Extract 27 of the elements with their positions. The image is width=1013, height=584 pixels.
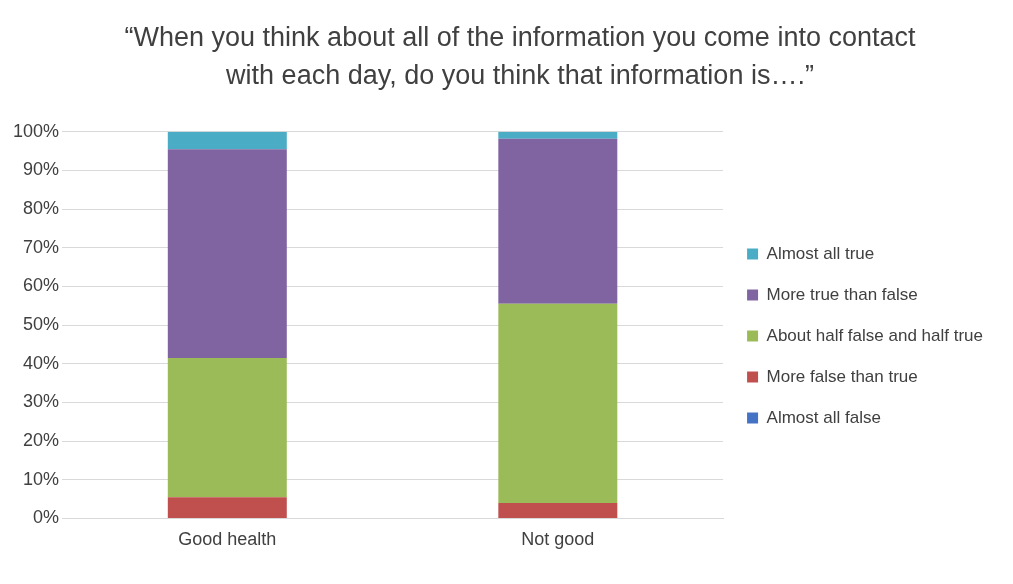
bar (498, 303, 618, 503)
y-tick-label: 80% (23, 198, 60, 219)
y-tick-label: 30% (23, 391, 60, 412)
x-tick-label: Good health (178, 529, 277, 550)
bar (167, 131, 287, 150)
legend-label: More true than false (766, 284, 918, 304)
y-tick-label: 50% (23, 314, 60, 335)
legend-label: About half false and half true (766, 325, 984, 345)
bar (167, 149, 287, 358)
y-tick-label: 60% (23, 275, 60, 296)
bar (498, 131, 618, 139)
legend-label: Almost all true (766, 243, 875, 263)
y-tick-label: 20% (23, 430, 60, 451)
y-tick-label: 40% (23, 352, 60, 373)
y-tick-label: 10% (23, 468, 60, 489)
legend-label: Almost all false (766, 407, 881, 427)
y-tick-label: 90% (23, 159, 60, 180)
bar (167, 357, 287, 498)
legend-label: More false than true (766, 366, 918, 386)
bar (167, 497, 287, 518)
bar (498, 502, 618, 518)
y-tick-label: 0% (33, 507, 60, 528)
y-tick-label: 70% (23, 236, 60, 257)
bar (498, 138, 618, 304)
chart-title: “When you think about all of the information you come into contact with each day, do you think that information is….” (123, 21, 917, 92)
x-tick-label: Not good (521, 529, 595, 550)
y-tick-label: 100% (12, 120, 60, 141)
